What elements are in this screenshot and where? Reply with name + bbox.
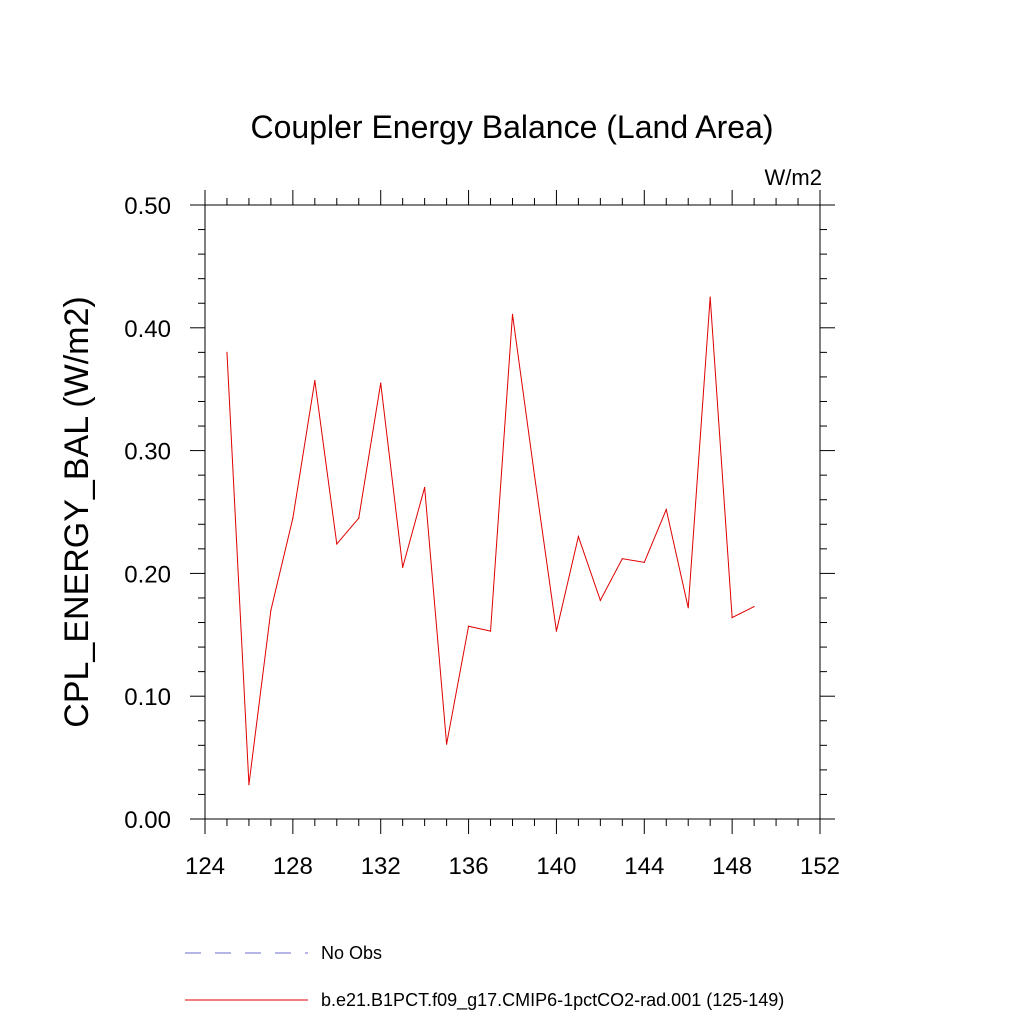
data-point bbox=[533, 474, 536, 476]
data-point bbox=[446, 743, 448, 745]
legend-label-model: b.e21.B1PCT.f09_g17.CMIP6-1pctCO2-rad.00… bbox=[321, 990, 784, 1011]
y-axis-label: CPL_ENERGY_BAL (W/m2) bbox=[58, 296, 96, 727]
data-point bbox=[402, 566, 404, 568]
data-point bbox=[292, 517, 294, 519]
data-point bbox=[577, 535, 579, 538]
y-tick-label: 0.30 bbox=[124, 439, 171, 466]
x-tick-label: 136 bbox=[449, 853, 489, 880]
data-point bbox=[731, 617, 733, 619]
data-point bbox=[511, 313, 514, 315]
data-point bbox=[314, 380, 316, 382]
units-label: W/m2 bbox=[765, 165, 822, 190]
y-tick-label: 0.10 bbox=[124, 684, 171, 711]
series-line bbox=[226, 297, 755, 785]
y-tick-label: 0.00 bbox=[124, 807, 171, 834]
chart-title: Coupler Energy Balance (Land Area) bbox=[251, 109, 774, 145]
data-point bbox=[248, 784, 250, 786]
legend-label-no-obs: No Obs bbox=[321, 943, 382, 963]
data-point bbox=[489, 630, 492, 632]
data-point bbox=[270, 609, 272, 611]
data-point bbox=[555, 630, 558, 632]
data-point bbox=[467, 625, 470, 627]
y-tick-label: 0.20 bbox=[124, 561, 171, 588]
data-point bbox=[709, 296, 711, 298]
data-point bbox=[687, 607, 689, 609]
y-tick-label: 0.40 bbox=[124, 316, 171, 343]
series-layer bbox=[226, 296, 755, 786]
data-point bbox=[599, 599, 601, 602]
data-point bbox=[424, 486, 426, 489]
x-tick-label: 132 bbox=[361, 853, 401, 880]
data-point bbox=[380, 382, 382, 384]
x-tick-label: 140 bbox=[536, 853, 576, 880]
data-point bbox=[753, 605, 755, 608]
x-tick-label: 124 bbox=[185, 853, 225, 880]
data-point bbox=[665, 508, 667, 511]
x-tick-label: 152 bbox=[800, 853, 840, 880]
x-tick-label: 148 bbox=[712, 853, 752, 880]
data-point bbox=[643, 561, 645, 563]
plot-axes: 124 128 132 136 140 144 148 152 0.00 0.10 0.20 0.30… bbox=[124, 190, 840, 880]
data-point bbox=[226, 351, 228, 353]
x-tick-label: 144 bbox=[624, 853, 664, 880]
legend: No Obs b.e21.B1PCT.f09_g17.CMIP6-1pctCO2… bbox=[185, 943, 784, 1011]
data-point bbox=[621, 558, 623, 560]
data-point bbox=[358, 517, 360, 519]
data-point bbox=[336, 543, 338, 545]
y-tick-label: 0.50 bbox=[124, 193, 171, 220]
x-tick-label: 128 bbox=[273, 853, 313, 880]
plot-frame bbox=[204, 204, 821, 820]
